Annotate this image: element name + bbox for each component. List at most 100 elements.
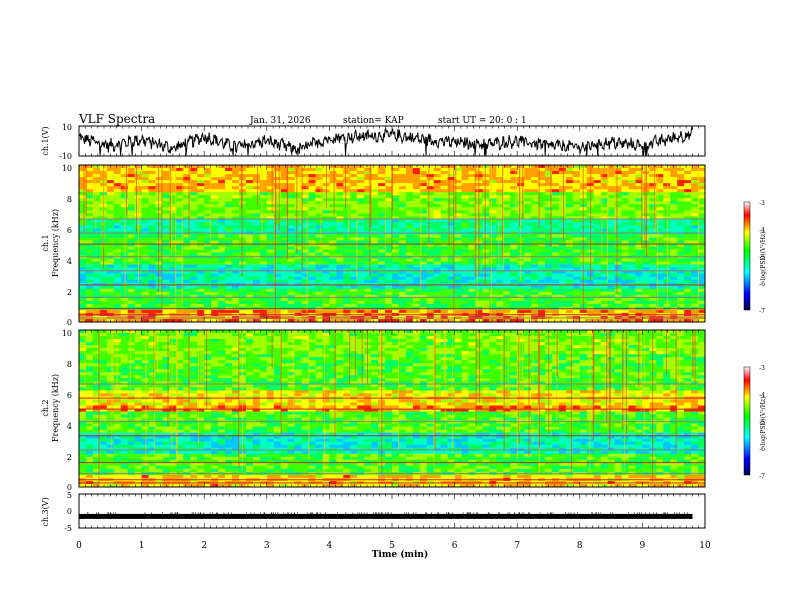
spectrogram-cell [607,285,615,290]
spectrogram-cell [259,297,268,302]
spectrogram-cell [190,261,198,266]
spectrogram-cell [273,192,282,196]
spectrogram-cell [329,219,337,223]
spectrogram-cell [232,258,240,263]
spectrogram-cell [593,243,602,247]
spectrogram-cell [141,303,149,308]
spectrogram-cell [461,276,469,281]
sferic-streak [484,165,486,286]
spectrogram-cell [524,192,532,196]
spectrogram-cell [85,279,94,284]
spectrogram-cell [343,201,351,205]
spectrogram-cell [197,174,205,178]
spectrogram-cell [593,207,602,211]
spectrogram-cell [398,273,407,278]
spectrogram-cell [503,294,511,299]
spectrogram-cell [663,201,671,205]
spectrogram-cell [127,201,136,205]
spectrogram-cell [238,264,247,269]
spectrogram-cell [628,303,636,308]
spectrogram-cell [621,249,629,253]
spectrogram-cell [148,177,156,181]
sferic-streak [502,165,504,271]
spectrogram-cell [614,222,622,226]
spectrogram-cell [287,285,296,290]
spectrogram-cell [558,279,567,284]
spectrogram-cell [232,291,240,296]
spectrogram-cell [329,186,337,190]
spectrogram-cell [392,270,400,275]
spectrogram-cell [378,177,386,181]
spectrogram-cell [614,288,622,293]
spectrogram-cell [225,183,233,187]
spectrogram-cell [113,249,122,253]
spectrogram-cell [531,270,539,275]
spectrogram-cell [218,210,226,214]
spectrogram-cell [698,207,706,211]
spectrogram-cell [586,318,595,323]
spectrogram-cell [259,267,268,272]
spectrogram-cell [572,270,581,275]
spectrogram-cell [489,171,497,175]
spectrogram-cell [510,234,518,238]
spectrogram-cell [531,288,539,293]
spectrogram-cell [419,216,428,220]
spectrogram-cell [280,267,289,272]
spectrogram-cell [155,210,163,214]
spectrogram-cell [252,285,261,290]
spectrogram-cell [364,276,372,281]
spectrogram-cell [329,192,337,196]
spectrogram-cell [259,291,268,296]
spectrogram-cell [691,270,699,275]
spectrogram-cell [197,240,205,244]
spectrogram-cell [85,243,94,247]
spectrogram-cell [357,246,365,250]
spectrogram-cell [315,261,323,266]
spectrogram-cell [343,195,351,199]
spectrogram-cell [176,261,184,266]
spectrogram-cell [531,198,539,202]
spectrogram-cell [273,294,282,299]
spectrogram-cell [385,243,393,247]
spectrogram-cell [79,234,87,238]
spectrogram-cell [357,225,365,229]
spectrogram-cell [635,228,643,232]
spectrogram-cell [545,276,553,281]
spectrogram-cell [405,270,414,275]
spectrogram-cell [531,207,539,211]
spectrogram-cell [280,273,289,278]
spectrogram-cell [211,177,219,181]
spectrogram-cell [684,198,692,202]
spectrogram-cell [489,318,497,323]
spectrogram-cell [614,219,622,223]
spectrogram-cell [92,252,101,256]
spectrogram-cell [412,318,421,323]
spectrogram-cell [197,204,205,208]
spectrogram-cell [614,213,622,217]
spectrogram-cell [329,222,337,226]
spectrogram-cell [642,264,650,269]
spectrogram-cell [162,216,170,220]
spectrogram-cell [649,240,657,244]
spectrogram-cell [426,219,435,223]
spectrogram-cell [190,318,198,323]
spectrogram-cell [287,288,296,293]
spectrogram-cell [294,297,302,302]
spectrogram-cell [398,267,407,272]
spectrogram-cell [593,171,602,175]
spectrogram-cell [621,180,629,184]
spectrogram-cell [412,213,421,217]
spectrogram-cell [510,186,518,190]
spectrogram-cell [259,285,268,290]
spectrogram-cell [565,219,574,223]
spectrogram-cell [558,207,567,211]
spectrogram-cell [301,228,309,232]
spectrogram-cell [392,318,400,323]
spectrogram-cell [551,297,560,302]
spectrogram-cell [635,186,643,190]
spectrogram-cell [259,270,268,275]
spectrogram-cell [350,243,358,247]
spectrogram-cell [392,189,400,193]
spectrogram-cell [252,243,261,247]
spectrogram-cell [85,171,94,175]
